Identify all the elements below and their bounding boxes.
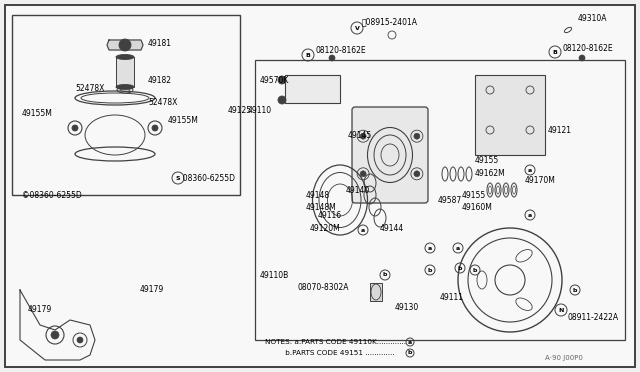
Text: 49179: 49179 [28, 305, 52, 314]
Text: 49111: 49111 [440, 294, 464, 302]
Circle shape [414, 171, 420, 177]
Text: 49170M: 49170M [525, 176, 556, 185]
Text: 49125: 49125 [228, 106, 252, 115]
Text: b: b [408, 350, 412, 356]
Text: A·90 J00P0: A·90 J00P0 [545, 355, 583, 361]
Text: 52478X: 52478X [75, 83, 104, 93]
Text: B: B [305, 52, 310, 58]
Text: 49148: 49148 [306, 190, 330, 199]
Text: a: a [456, 246, 460, 250]
Text: Ⓥ08915-2401A: Ⓥ08915-2401A [362, 17, 418, 26]
Text: 49144: 49144 [380, 224, 404, 232]
Text: NOTES: a.PARTS CODE 49110K.............: NOTES: a.PARTS CODE 49110K............. [265, 339, 406, 345]
Text: 49148M: 49148M [306, 202, 337, 212]
Bar [475, 75, 545, 155]
Text: a: a [428, 246, 432, 250]
Circle shape [51, 331, 59, 339]
Text: 49162M: 49162M [475, 169, 506, 177]
Text: 49570K: 49570K [260, 76, 289, 84]
Circle shape [360, 133, 366, 139]
Bar [12, 15, 240, 195]
Polygon shape [107, 40, 143, 50]
Text: a: a [408, 340, 412, 344]
Text: 49116: 49116 [318, 211, 342, 219]
Text: 49181: 49181 [148, 38, 172, 48]
Text: b: b [573, 288, 577, 292]
Bar [370, 283, 382, 301]
Text: S: S [176, 176, 180, 180]
Text: 49120M: 49120M [310, 224, 340, 232]
Text: 49155M: 49155M [22, 109, 53, 118]
Text: ©08360-6255D: ©08360-6255D [22, 190, 82, 199]
Text: 08120-8162E: 08120-8162E [563, 44, 614, 52]
Text: 49130: 49130 [395, 304, 419, 312]
Circle shape [119, 39, 131, 51]
Text: 49140: 49140 [346, 186, 371, 195]
Bar [255, 60, 625, 340]
Text: b: b [428, 267, 432, 273]
Circle shape [579, 55, 585, 61]
Text: 08070-8302A: 08070-8302A [298, 283, 349, 292]
Text: 49110: 49110 [248, 106, 272, 115]
Circle shape [360, 171, 366, 177]
Text: 49587: 49587 [438, 196, 462, 205]
Circle shape [278, 96, 286, 104]
Text: b: b [458, 266, 462, 270]
Text: 49155: 49155 [475, 155, 499, 164]
Text: 08911-2422A: 08911-2422A [568, 314, 619, 323]
Bar [116, 57, 134, 87]
Text: 08360-6255D: 08360-6255D [178, 173, 235, 183]
Ellipse shape [116, 84, 134, 90]
Text: 49145: 49145 [348, 131, 372, 140]
Circle shape [329, 55, 335, 61]
Text: 52478X: 52478X [148, 97, 177, 106]
Text: 49155: 49155 [462, 190, 486, 199]
Text: 49110B: 49110B [260, 270, 289, 279]
Text: b.PARTS CODE 49151 .............: b.PARTS CODE 49151 ............. [265, 350, 394, 356]
Text: 49310A: 49310A [578, 13, 607, 22]
Text: 49179: 49179 [140, 285, 164, 295]
Circle shape [72, 125, 78, 131]
Bar [285, 75, 340, 103]
Text: a: a [528, 167, 532, 173]
Text: a: a [361, 228, 365, 232]
FancyBboxPatch shape [352, 107, 428, 203]
Text: 49182: 49182 [148, 76, 172, 84]
Text: 49160M: 49160M [462, 202, 493, 212]
Text: 08120-8162E: 08120-8162E [316, 45, 367, 55]
Text: V: V [355, 26, 360, 31]
Text: b: b [473, 267, 477, 273]
Text: b: b [383, 273, 387, 278]
Text: N: N [558, 308, 564, 312]
Text: 49121: 49121 [548, 125, 572, 135]
Polygon shape [20, 290, 95, 360]
Circle shape [414, 133, 420, 139]
Circle shape [152, 125, 158, 131]
Ellipse shape [116, 55, 134, 60]
Circle shape [77, 337, 83, 343]
Circle shape [278, 76, 286, 84]
Text: 49155M: 49155M [168, 115, 199, 125]
Text: B: B [552, 49, 557, 55]
Text: a: a [528, 212, 532, 218]
